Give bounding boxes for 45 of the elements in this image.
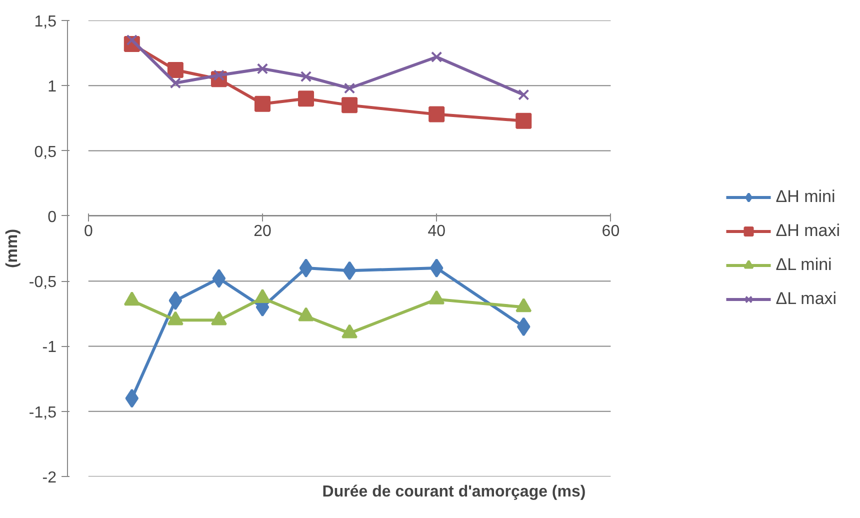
y-tick-label: -0,5 bbox=[28, 274, 57, 292]
point bbox=[124, 292, 140, 306]
point bbox=[518, 89, 530, 100]
point bbox=[428, 290, 445, 304]
legend-label: ΔL mini bbox=[776, 255, 832, 275]
point bbox=[167, 311, 184, 326]
point bbox=[298, 90, 314, 107]
point bbox=[430, 258, 444, 278]
point bbox=[344, 82, 356, 94]
point bbox=[254, 96, 270, 112]
y-tick-label: -1 bbox=[42, 339, 57, 356]
point bbox=[342, 324, 358, 338]
point bbox=[212, 268, 226, 288]
y-tick-label: 0,5 bbox=[34, 144, 57, 161]
y-tick-label: 0 bbox=[48, 208, 57, 226]
point bbox=[516, 317, 530, 336]
y-tick-label: -1,5 bbox=[28, 404, 57, 422]
legend-label: ΔH mini bbox=[776, 187, 836, 207]
point bbox=[428, 106, 445, 122]
point bbox=[342, 261, 356, 280]
x-tick-label: 60 bbox=[602, 222, 620, 240]
y-tick-label: 1 bbox=[48, 78, 57, 96]
x-axis-title: Durée de courant d'amorçage (ms) bbox=[322, 484, 586, 500]
point bbox=[170, 77, 182, 89]
point bbox=[299, 258, 313, 278]
point bbox=[256, 63, 268, 74]
point bbox=[516, 298, 532, 312]
y-tick-label: -2 bbox=[42, 470, 57, 486]
point bbox=[342, 97, 358, 114]
point bbox=[210, 311, 227, 326]
point bbox=[125, 388, 139, 408]
legend-label: ΔH maxi bbox=[776, 221, 840, 241]
x-tick-label: 40 bbox=[428, 222, 446, 240]
point bbox=[300, 70, 312, 82]
x-tick-label: 20 bbox=[254, 222, 272, 240]
point bbox=[167, 62, 184, 78]
point bbox=[430, 51, 442, 63]
point bbox=[298, 307, 314, 322]
x-tick-label: 0 bbox=[84, 222, 93, 240]
y-tick-label: 1,5 bbox=[34, 14, 57, 30]
legend-label: ΔL maxi bbox=[776, 289, 837, 309]
point bbox=[516, 112, 532, 129]
point bbox=[254, 288, 270, 304]
y-axis-title: (mm) bbox=[4, 228, 21, 268]
point bbox=[168, 291, 182, 310]
